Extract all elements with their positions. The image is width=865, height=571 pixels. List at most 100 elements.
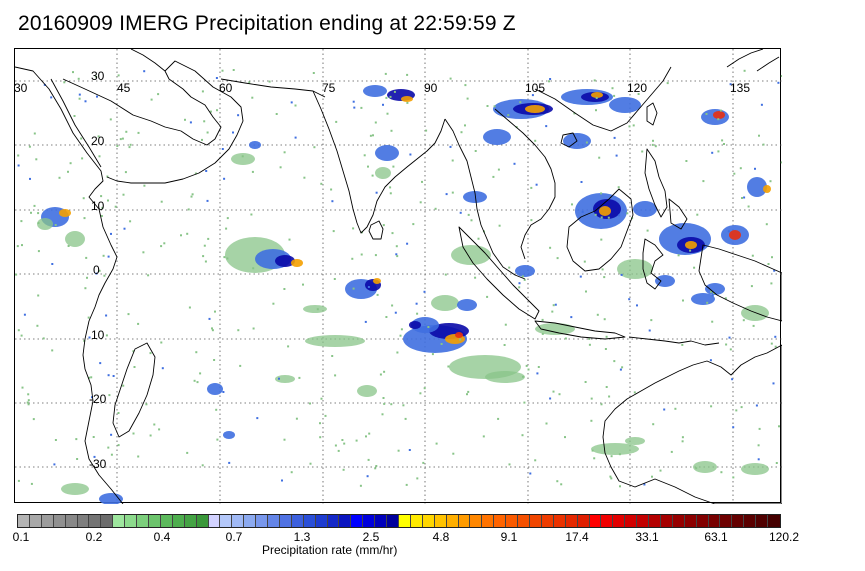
precip-speckle	[729, 83, 732, 86]
precip-speckle	[596, 313, 599, 316]
precip-speckle	[21, 244, 23, 247]
precip-speckle	[29, 177, 31, 180]
color-scale-cell	[327, 515, 340, 527]
precip-speckle	[203, 120, 206, 123]
precip-speckle	[400, 328, 403, 331]
precip-speckle	[711, 320, 714, 323]
precip-speckle	[513, 162, 516, 165]
precip-speckle	[670, 450, 673, 453]
precip-speckle	[724, 297, 727, 300]
precip-speckle	[549, 397, 552, 400]
precip-speckle	[241, 155, 244, 158]
precip-speckle	[27, 393, 30, 396]
precip-speckle	[160, 341, 163, 344]
color-scale-cell	[529, 515, 542, 527]
coastline-indochina	[494, 108, 556, 260]
precip-speckle	[518, 282, 521, 285]
precip-speckle	[556, 257, 559, 260]
lat-label-20s: -20	[89, 392, 107, 406]
precip-speckle	[133, 366, 136, 368]
precip-speckle	[632, 124, 635, 127]
precip-speckle	[470, 219, 473, 222]
precip-speckle	[132, 432, 135, 435]
precip-cell	[375, 167, 391, 179]
precip-speckle	[727, 230, 730, 233]
color-scale-cell	[696, 515, 709, 527]
precip-speckle	[332, 230, 335, 233]
precip-speckle	[51, 349, 54, 352]
precip-speckle	[459, 338, 462, 341]
precip-speckle	[444, 273, 447, 276]
precip-speckle	[497, 417, 500, 420]
precip-speckle	[598, 156, 601, 159]
precip-speckle	[466, 393, 468, 396]
precip-cell	[231, 153, 255, 165]
precip-speckle	[399, 334, 402, 337]
precip-speckle	[158, 428, 161, 431]
coastline-india	[312, 90, 446, 234]
precip-speckle	[591, 449, 594, 452]
precip-speckle	[385, 316, 388, 318]
precip-speckle	[252, 267, 255, 270]
precip-speckle	[32, 418, 35, 421]
color-scale-tick-label: 0.4	[153, 530, 171, 544]
precip-speckle	[360, 106, 363, 109]
precip-speckle	[466, 97, 469, 100]
precip-speckle	[15, 273, 18, 276]
precip-speckle	[755, 404, 758, 407]
precip-speckle	[395, 245, 398, 248]
color-scale-cell	[256, 515, 269, 527]
precip-speckle	[209, 110, 212, 113]
precip-speckle	[58, 176, 61, 179]
color-scale-cell	[506, 515, 519, 527]
color-scale-cell	[220, 515, 233, 527]
precip-speckle	[137, 455, 140, 458]
precip-speckle	[76, 458, 79, 460]
precip-cell	[99, 493, 123, 504]
color-scale-cell	[494, 515, 507, 527]
coastline-philippines	[644, 148, 688, 230]
precip-speckle	[250, 213, 253, 216]
color-scale-cell	[65, 515, 78, 527]
color-scale-cell	[77, 515, 90, 527]
coastline-new-guinea	[698, 244, 782, 322]
precip-speckle	[600, 238, 603, 241]
precip-speckle	[221, 148, 224, 150]
precip-speckle	[84, 287, 87, 290]
precip-speckle	[334, 444, 337, 447]
precip-speckle	[81, 157, 84, 160]
precip-speckle	[117, 74, 120, 77]
precip-speckle	[558, 393, 561, 396]
precip-speckle	[743, 196, 746, 199]
precip-speckle	[82, 197, 85, 200]
precip-speckle	[651, 143, 654, 146]
precip-speckle	[573, 112, 576, 115]
color-scale-cell	[184, 515, 197, 527]
color-scale-cell	[125, 515, 138, 527]
color-scale-cell	[672, 515, 685, 527]
color-scale-cell	[244, 515, 257, 527]
precip-speckle	[330, 188, 333, 191]
precip-speckle	[107, 199, 109, 202]
precip-speckle	[636, 304, 638, 307]
precip-speckle	[492, 175, 495, 178]
precip-speckle	[681, 436, 684, 439]
precip-speckle	[125, 130, 128, 133]
precip-speckle	[50, 96, 53, 99]
precip-speckle	[464, 124, 466, 127]
color-scale-tick-label: 17.4	[565, 530, 589, 544]
precip-speckle	[335, 120, 338, 123]
precip-speckle	[733, 172, 736, 175]
lon-label-30: 30	[14, 81, 28, 95]
precip-speckle	[100, 195, 103, 198]
color-scale-cell	[589, 515, 602, 527]
precip-speckle	[778, 425, 780, 428]
precip-speckle	[402, 404, 405, 407]
precip-speckle	[384, 72, 387, 75]
precip-cell	[375, 145, 399, 161]
precip-speckle	[239, 364, 242, 367]
precip-speckle	[427, 326, 430, 328]
precip-speckle	[650, 319, 653, 322]
precip-speckle	[80, 137, 83, 140]
precip-speckle	[303, 176, 306, 179]
